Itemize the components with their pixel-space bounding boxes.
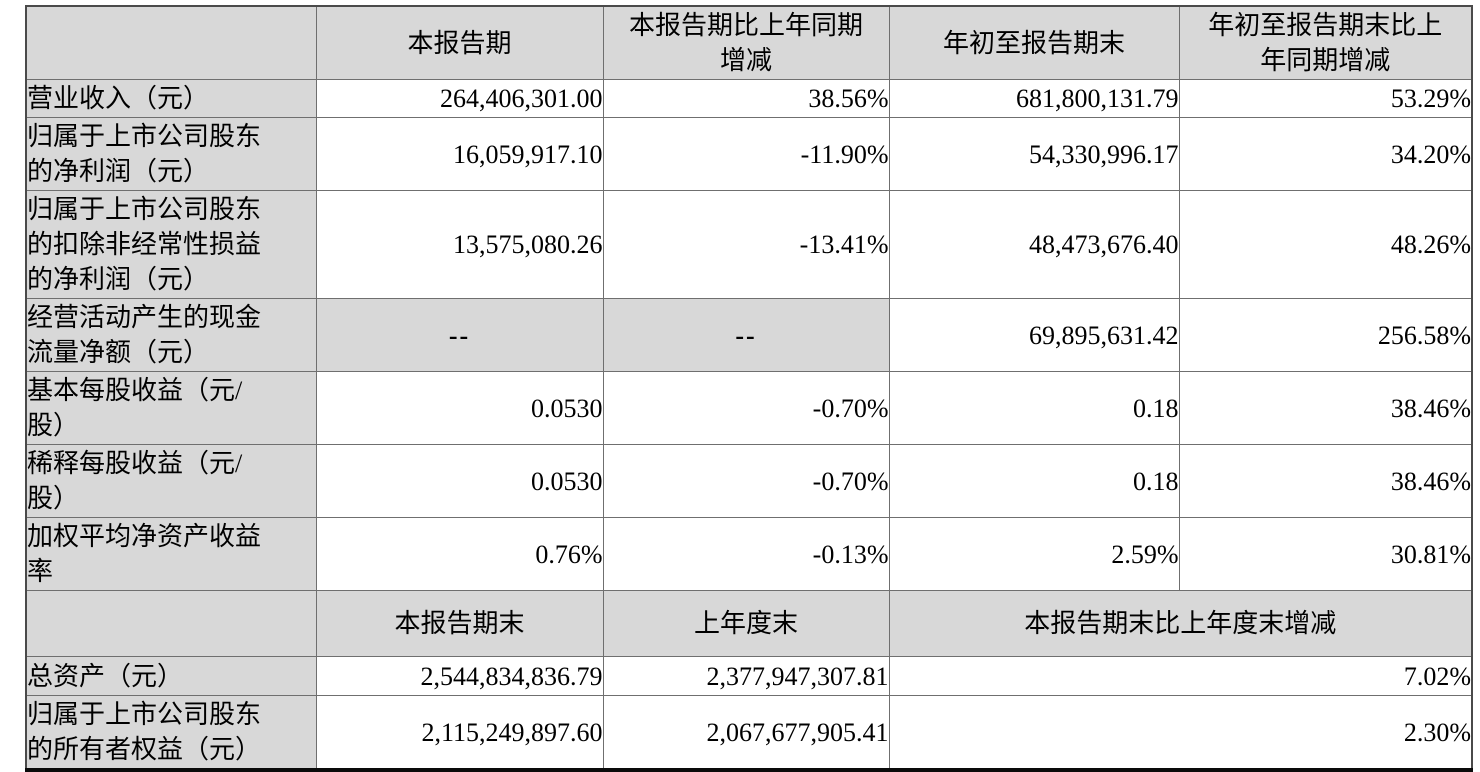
- balance-corner-cell: [25, 590, 317, 657]
- total-assets-change: 7.02%: [888, 656, 1473, 696]
- header-ytd: 年初至报告期末: [888, 5, 1180, 80]
- row-net-profit-attributable: 归属于上市公司股东 的净利润（元） 16,059,917.10 -11.90% …: [25, 117, 1473, 191]
- operating-revenue-ytd: 681,800,131.79: [888, 79, 1180, 118]
- weighted-roe-label: 加权平均净资产收益 率: [25, 517, 317, 591]
- diluted-eps-yoy: -0.70%: [602, 444, 890, 518]
- weighted-roe-ytd-yoy: 30.81%: [1178, 517, 1473, 591]
- cash-flow-current-dash: --: [315, 298, 604, 372]
- row-equity-attributable: 归属于上市公司股东 的所有者权益（元） 2,115,249,897.60 2,0…: [25, 695, 1473, 771]
- weighted-roe-ytd: 2.59%: [888, 517, 1180, 591]
- basic-eps-ytd-yoy: 38.46%: [1178, 371, 1473, 445]
- header-corner-cell: [25, 5, 317, 80]
- diluted-eps-ytd: 0.18: [888, 444, 1180, 518]
- header-row-period: 本报告期 本报告期比上年同期 增减 年初至报告期末 年初至报告期末比上 年同期增…: [25, 5, 1473, 80]
- cash-flow-yoy-dash: --: [602, 298, 890, 372]
- equity-period-end: 2,115,249,897.60: [315, 695, 604, 771]
- header-current-period-yoy: 本报告期比上年同期 增减: [602, 5, 890, 80]
- total-assets-period-end: 2,544,834,836.79: [315, 656, 604, 696]
- basic-eps-label: 基本每股收益（元/ 股）: [25, 371, 317, 445]
- cash-flow-label: 经营活动产生的现金 流量净额（元）: [25, 298, 317, 372]
- total-assets-prev-year-end: 2,377,947,307.81: [602, 656, 890, 696]
- header-ytd-yoy: 年初至报告期末比上 年同期增减: [1178, 5, 1473, 80]
- header-change-vs-prev-year-end: 本报告期末比上年度末增减: [888, 590, 1473, 657]
- operating-revenue-ytd-yoy: 53.29%: [1178, 79, 1473, 118]
- net-profit-label: 归属于上市公司股东 的净利润（元）: [25, 117, 317, 191]
- net-profit-excl-yoy: -13.41%: [602, 190, 890, 299]
- row-basic-eps: 基本每股收益（元/ 股） 0.0530 -0.70% 0.18 38.46%: [25, 371, 1473, 445]
- row-operating-revenue: 营业收入（元） 264,406,301.00 38.56% 681,800,13…: [25, 79, 1473, 118]
- basic-eps-current: 0.0530: [315, 371, 604, 445]
- header-period-end: 本报告期末: [315, 590, 604, 657]
- net-profit-excl-label: 归属于上市公司股东 的扣除非经常性损益 的净利润（元）: [25, 190, 317, 299]
- operating-revenue-label: 营业收入（元）: [25, 79, 317, 118]
- row-net-profit-excl-nonrecurring: 归属于上市公司股东 的扣除非经常性损益 的净利润（元） 13,575,080.2…: [25, 190, 1473, 299]
- net-profit-excl-current: 13,575,080.26: [315, 190, 604, 299]
- net-profit-ytd-yoy: 34.20%: [1178, 117, 1473, 191]
- net-profit-excl-ytd-yoy: 48.26%: [1178, 190, 1473, 299]
- header-prev-year-end: 上年度末: [602, 590, 890, 657]
- financial-summary-table: 本报告期 本报告期比上年同期 增减 年初至报告期末 年初至报告期末比上 年同期增…: [25, 5, 1473, 772]
- operating-revenue-current: 264,406,301.00: [315, 79, 604, 118]
- diluted-eps-current: 0.0530: [315, 444, 604, 518]
- equity-label: 归属于上市公司股东 的所有者权益（元）: [25, 695, 317, 771]
- header-current-period: 本报告期: [315, 5, 604, 80]
- cash-flow-ytd-yoy: 256.58%: [1178, 298, 1473, 372]
- equity-prev-year-end: 2,067,677,905.41: [602, 695, 890, 771]
- row-weighted-avg-roe: 加权平均净资产收益 率 0.76% -0.13% 2.59% 30.81%: [25, 517, 1473, 591]
- weighted-roe-yoy: -0.13%: [602, 517, 890, 591]
- equity-change: 2.30%: [888, 695, 1473, 771]
- cash-flow-ytd: 69,895,631.42: [888, 298, 1180, 372]
- basic-eps-ytd: 0.18: [888, 371, 1180, 445]
- row-operating-cash-flow: 经营活动产生的现金 流量净额（元） -- -- 69,895,631.42 25…: [25, 298, 1473, 372]
- net-profit-current: 16,059,917.10: [315, 117, 604, 191]
- header-row-balance: 本报告期末 上年度末 本报告期末比上年度末增减: [25, 590, 1473, 657]
- total-assets-label: 总资产（元）: [25, 656, 317, 696]
- net-profit-excl-ytd: 48,473,676.40: [888, 190, 1180, 299]
- basic-eps-yoy: -0.70%: [602, 371, 890, 445]
- operating-revenue-yoy: 38.56%: [602, 79, 890, 118]
- net-profit-yoy: -11.90%: [602, 117, 890, 191]
- row-total-assets: 总资产（元） 2,544,834,836.79 2,377,947,307.81…: [25, 656, 1473, 696]
- diluted-eps-ytd-yoy: 38.46%: [1178, 444, 1473, 518]
- diluted-eps-label: 稀释每股收益（元/ 股）: [25, 444, 317, 518]
- row-diluted-eps: 稀释每股收益（元/ 股） 0.0530 -0.70% 0.18 38.46%: [25, 444, 1473, 518]
- weighted-roe-current: 0.76%: [315, 517, 604, 591]
- net-profit-ytd: 54,330,996.17: [888, 117, 1180, 191]
